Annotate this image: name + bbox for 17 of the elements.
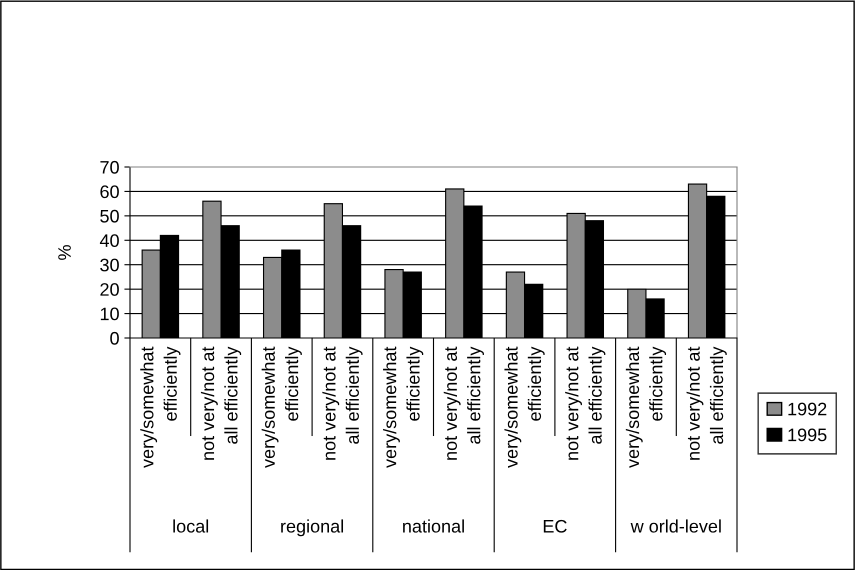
- y-tick-label: 30: [100, 258, 119, 272]
- y-tick-label: 40: [100, 234, 119, 248]
- text: EC: [544, 520, 567, 533]
- text: national: [403, 519, 464, 533]
- y-tick-label: 60: [100, 185, 119, 198]
- y-tick-label: 20: [100, 283, 119, 296]
- y-tick-label: 70: [100, 160, 119, 174]
- text: regional: [281, 519, 344, 536]
- y-tick-label: 10: [100, 308, 119, 320]
- y-tick-label: 50: [100, 210, 119, 223]
- y-axis-title: %: [58, 245, 71, 260]
- y-tick-label: 0: [110, 332, 119, 345]
- x-tick-label: very/somewhat efficiently: [140, 346, 180, 468]
- text: local: [173, 519, 208, 533]
- text: w orld-level: [630, 519, 721, 533]
- legend-label: 1995: [788, 428, 826, 442]
- legend-label: 1992: [788, 402, 826, 416]
